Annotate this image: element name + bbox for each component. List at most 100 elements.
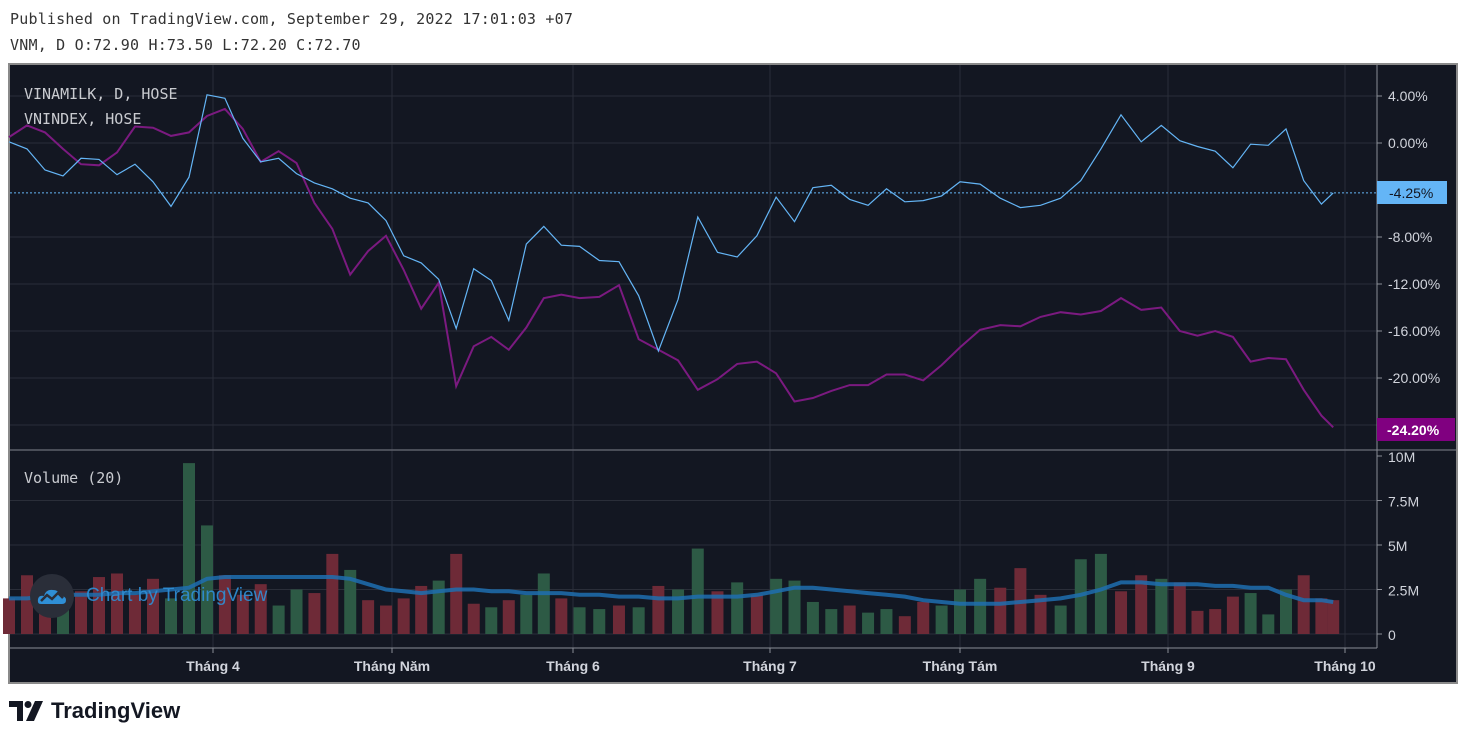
volume-bar bbox=[862, 612, 875, 634]
time-tick-label: Tháng 7 bbox=[743, 658, 797, 674]
watermark-text: Chart by TradingView bbox=[86, 585, 268, 606]
volume-bar bbox=[75, 591, 87, 634]
volume-bar bbox=[1135, 575, 1148, 634]
volume-bar bbox=[432, 580, 445, 634]
volume-bar bbox=[1209, 609, 1222, 634]
volume-tick-label: 0 bbox=[1388, 627, 1396, 643]
volume-bar bbox=[711, 591, 724, 634]
volume-bar bbox=[1191, 610, 1204, 634]
volume-bar bbox=[502, 600, 515, 634]
volume-bar bbox=[806, 601, 819, 634]
time-tick-label: Tháng Tám bbox=[923, 658, 998, 674]
volume-bar bbox=[218, 575, 231, 634]
volume-bar bbox=[450, 553, 463, 634]
volume-bar bbox=[788, 580, 801, 634]
volume-bar bbox=[1315, 598, 1328, 634]
volume-bar bbox=[612, 605, 625, 634]
volume-bar bbox=[326, 553, 339, 634]
volume-bar bbox=[467, 603, 480, 634]
vinamilk-line bbox=[8, 94, 1334, 353]
volume-bar bbox=[573, 607, 586, 634]
volume-bar bbox=[1244, 593, 1257, 634]
volume-bar bbox=[1280, 589, 1292, 634]
volume-bar bbox=[1262, 614, 1275, 634]
time-tick-label: Tháng 6 bbox=[546, 658, 600, 674]
price-axis[interactable]: 4.00% 0.00% -8.00% -12.00% -16.00% -20.00% bbox=[1377, 88, 1440, 386]
volume-bar bbox=[272, 605, 285, 634]
volume-bar bbox=[1327, 600, 1340, 634]
legend-volume[interactable]: Volume (20) bbox=[24, 469, 124, 487]
vnindex-last-value: -24.20% bbox=[1387, 422, 1440, 438]
volume-bar bbox=[344, 569, 357, 634]
volume-bar bbox=[770, 578, 783, 634]
tradingview-cloud-icon bbox=[30, 574, 74, 618]
volume-bar bbox=[183, 463, 195, 634]
chart-watermark: Chart by TradingView bbox=[30, 574, 267, 618]
volume-bar bbox=[129, 594, 141, 634]
legend-vinamilk[interactable]: VINAMILK, D, HOSE bbox=[24, 85, 178, 103]
tradingview-brand[interactable]: TradingView bbox=[9, 698, 180, 724]
volume-bar bbox=[672, 589, 685, 634]
volume-bar bbox=[520, 594, 533, 634]
volume-bar bbox=[397, 598, 410, 634]
volume-bar bbox=[1094, 553, 1107, 634]
volume-bar bbox=[691, 548, 704, 634]
volume-bar bbox=[652, 585, 665, 634]
volume-bar bbox=[537, 573, 550, 634]
vinamilk-last-label: -4.25% bbox=[1377, 181, 1447, 204]
volume-bar bbox=[825, 609, 838, 634]
volume-bar bbox=[750, 594, 763, 634]
volume-ma-line bbox=[9, 575, 1334, 606]
volume-bar bbox=[93, 577, 105, 634]
ohlc-info: VNM, D O:72.90 H:73.50 L:72.20 C:72.70 bbox=[10, 36, 361, 54]
volume-bar bbox=[555, 598, 568, 634]
volume-bar bbox=[485, 607, 498, 634]
volume-bar bbox=[917, 601, 930, 634]
volume-bar bbox=[308, 593, 321, 634]
volume-bar bbox=[1173, 582, 1186, 634]
volume-bars bbox=[3, 463, 1340, 634]
price-tick-label: -16.00% bbox=[1388, 323, 1440, 339]
price-tick-label: 0.00% bbox=[1388, 135, 1428, 151]
volume-bar bbox=[974, 578, 987, 634]
volume-bar bbox=[898, 616, 911, 634]
vinamilk-last-value: -4.25% bbox=[1389, 185, 1433, 201]
time-tick-label: Tháng 10 bbox=[1314, 658, 1376, 674]
price-tick-label: -20.00% bbox=[1388, 370, 1440, 386]
volume-tick-label: 10M bbox=[1388, 449, 1415, 465]
time-tick-label: Tháng 9 bbox=[1141, 658, 1195, 674]
volume-bar bbox=[935, 605, 948, 634]
price-tick-label: -12.00% bbox=[1388, 276, 1440, 292]
volume-bar bbox=[165, 598, 177, 634]
volume-bar bbox=[1054, 605, 1067, 634]
volume-bar bbox=[1155, 578, 1168, 634]
chart-background bbox=[8, 63, 1458, 684]
volume-bar bbox=[632, 607, 645, 634]
volume-bar bbox=[3, 598, 15, 634]
volume-axis[interactable]: 10M 7.5M 5M 2.5M 0 bbox=[1377, 449, 1419, 643]
volume-bar bbox=[843, 605, 856, 634]
price-tick-label: 4.00% bbox=[1388, 88, 1428, 104]
time-axis[interactable]: Tháng 4 Tháng Năm Tháng 6 Tháng 7 Tháng Tám T… bbox=[186, 648, 1376, 674]
vnindex-last-label: -24.20% bbox=[1377, 418, 1455, 441]
legend-vnindex[interactable]: VNINDEX, HOSE bbox=[24, 110, 142, 128]
volume-bar bbox=[593, 609, 606, 634]
volume-tick-label: 5M bbox=[1388, 538, 1407, 554]
volume-bar bbox=[880, 609, 893, 634]
volume-bar bbox=[954, 589, 966, 634]
tradingview-logo-icon bbox=[9, 701, 43, 721]
volume-bar bbox=[1034, 594, 1047, 634]
volume-bar bbox=[254, 584, 267, 634]
volume-bar bbox=[1297, 575, 1310, 634]
volume-bar bbox=[1226, 596, 1239, 634]
volume-bar bbox=[290, 589, 303, 634]
published-info: Published on TradingView.com, September … bbox=[10, 10, 574, 28]
volume-bar bbox=[731, 582, 744, 634]
brand-text: TradingView bbox=[51, 698, 181, 723]
volume-bar bbox=[362, 600, 375, 634]
volume-bar bbox=[994, 587, 1007, 634]
price-tick-label: -8.00% bbox=[1388, 229, 1432, 245]
volume-tick-label: 7.5M bbox=[1388, 494, 1419, 510]
volume-tick-label: 2.5M bbox=[1388, 583, 1419, 599]
